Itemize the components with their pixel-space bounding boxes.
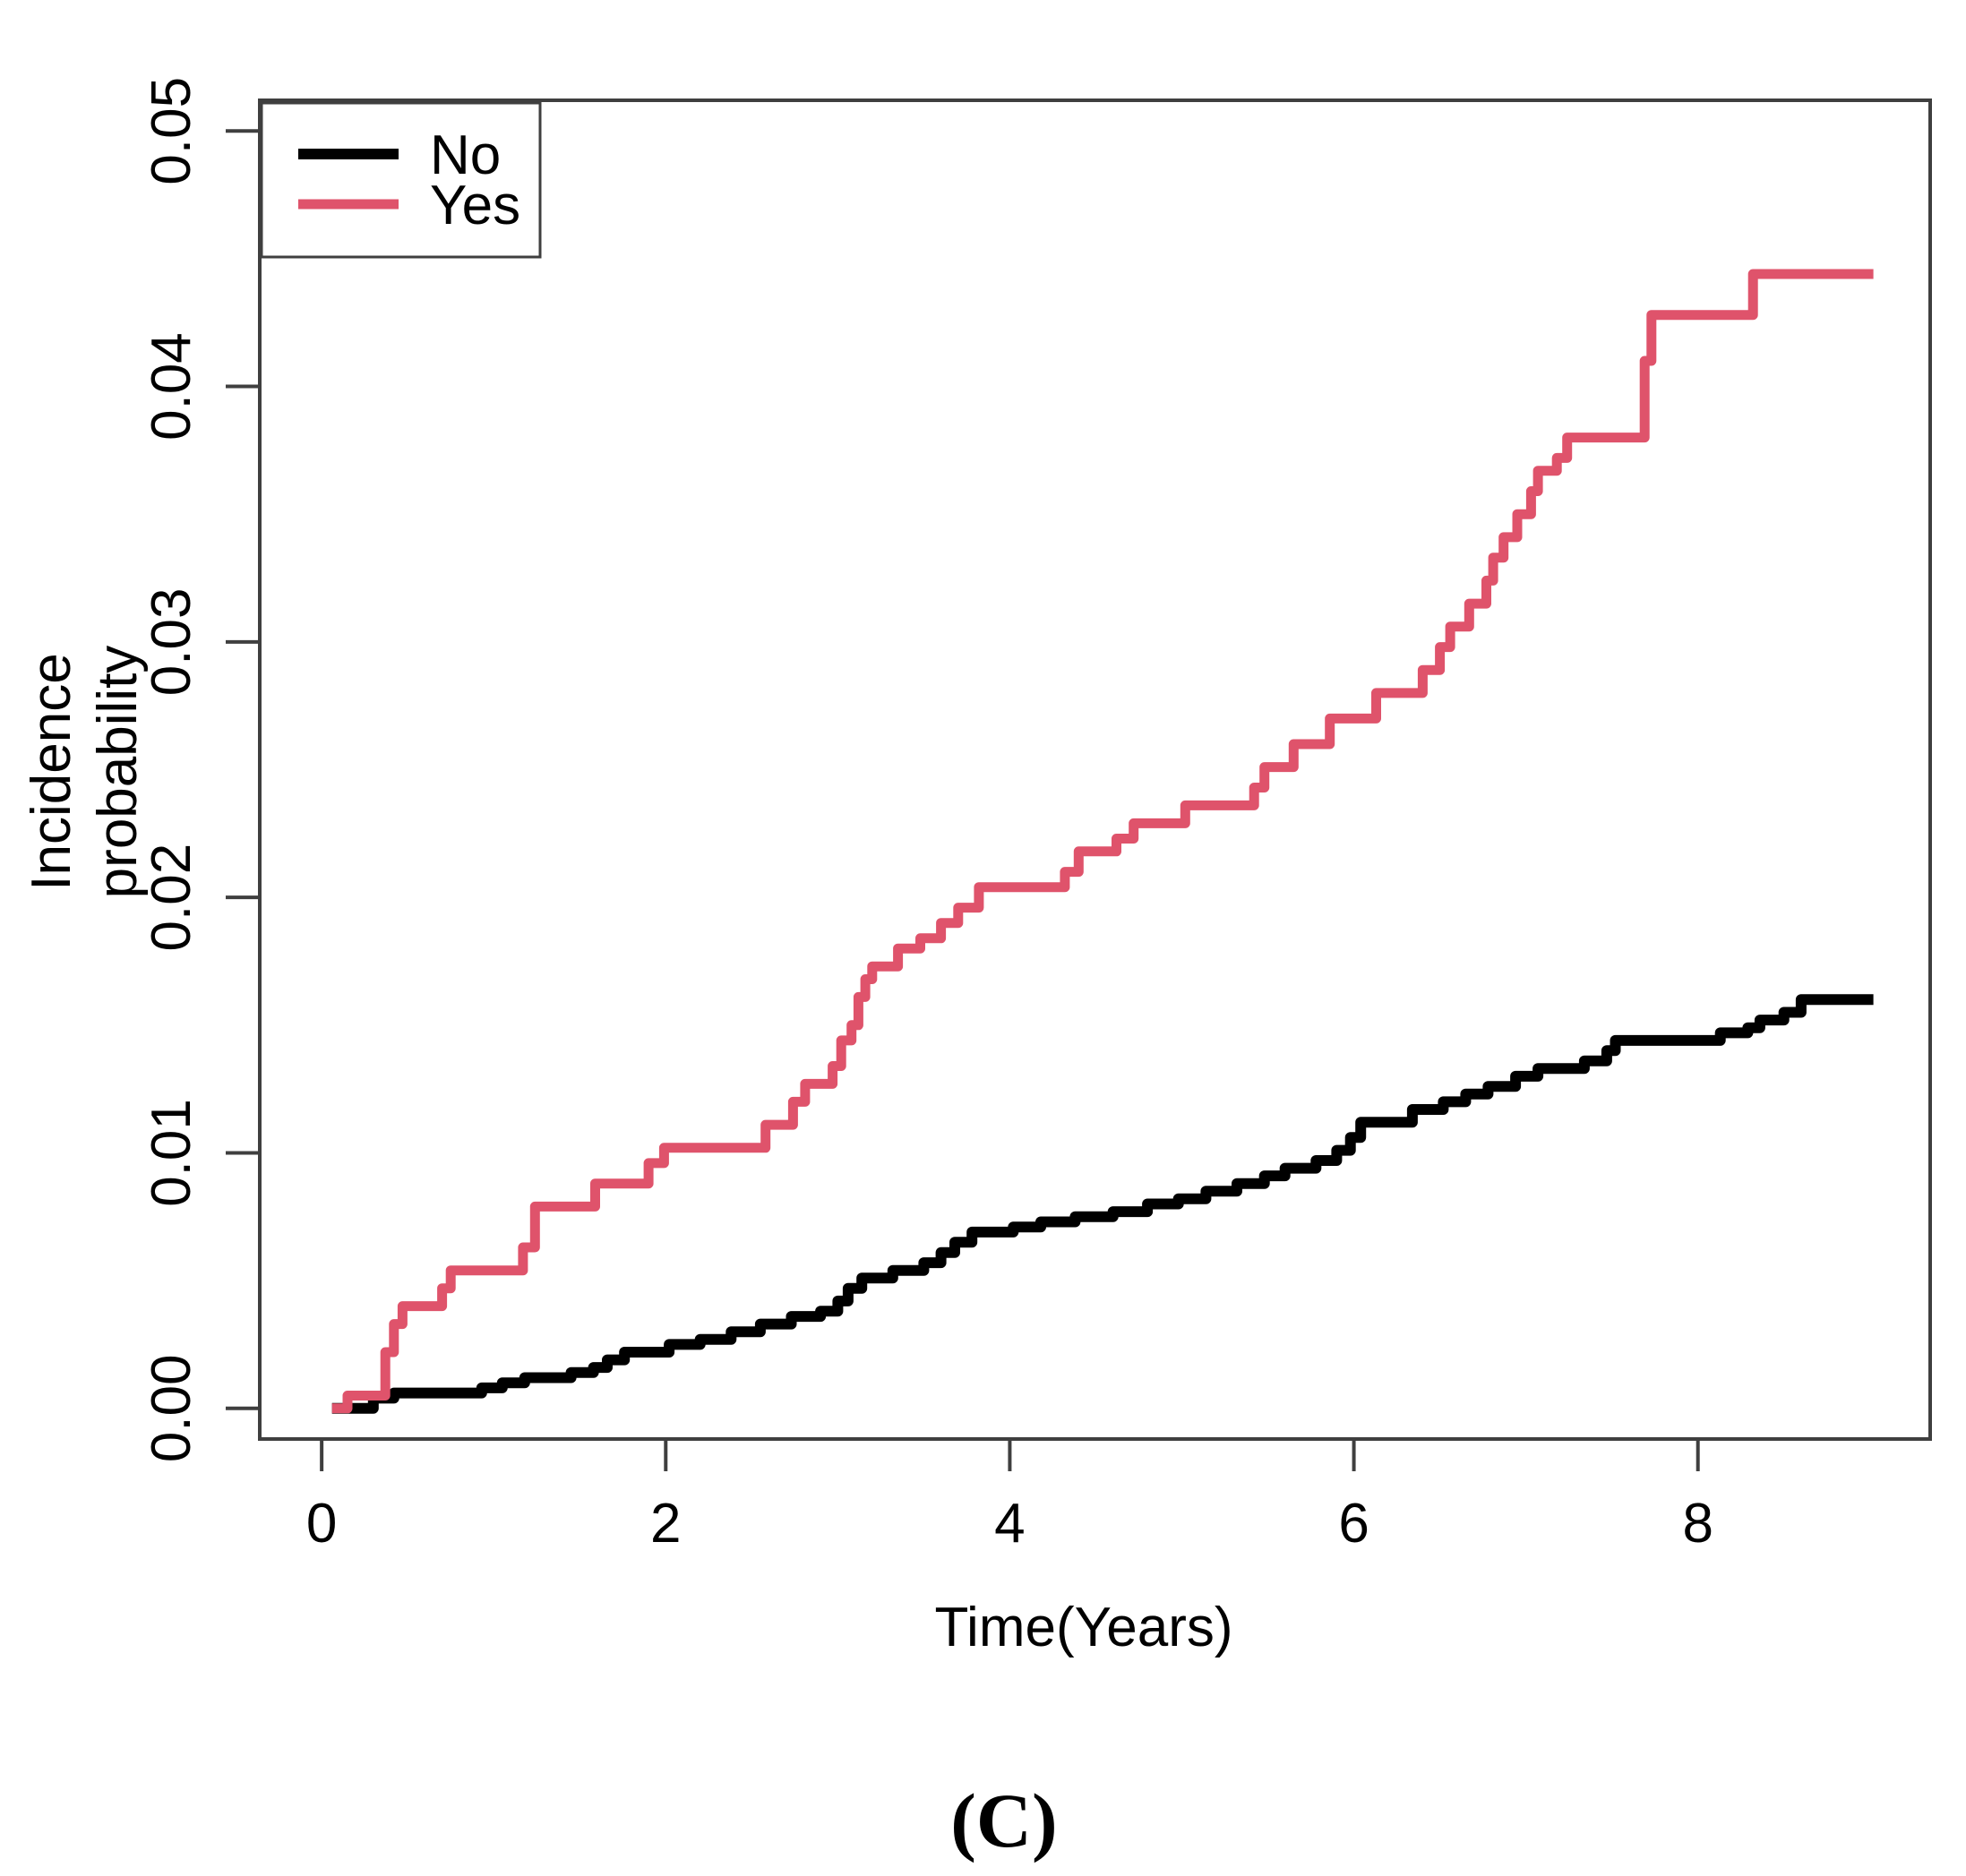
x-tick-label: 8 [1682, 1493, 1713, 1555]
x-tick-label: 4 [994, 1493, 1025, 1555]
y-tick-label: 0.05 [141, 77, 202, 185]
legend-box [260, 101, 542, 259]
x-axis-label: Time(Years) [934, 1597, 1232, 1658]
y-tick-label: 0.02 [141, 844, 202, 952]
x-tick-label: 2 [650, 1493, 681, 1555]
legend-label-no: No [430, 124, 501, 186]
series-line-no [331, 994, 1874, 1414]
y-tick-label: 0.01 [141, 1099, 202, 1207]
y-tick-label: 0.03 [141, 588, 202, 697]
series-group [331, 269, 1874, 1414]
legend: No Yes [260, 101, 542, 259]
y-axis-label-line2: probability [87, 646, 149, 899]
y-tick-label: 0.00 [141, 1354, 202, 1462]
y-axis-ticks: 0.00 0.01 0.02 0.03 0.04 0.05 [141, 77, 260, 1462]
x-tick-label: 6 [1338, 1493, 1369, 1555]
x-axis-ticks: 0 2 4 6 8 [306, 1439, 1713, 1555]
legend-label-yes: Yes [430, 175, 520, 236]
y-axis-label-line1: Incidence [21, 653, 82, 890]
figure-caption: (C) [950, 1777, 1057, 1863]
plot-border [258, 99, 1932, 1441]
series-line-yes [331, 269, 1874, 1414]
y-tick-label: 0.04 [141, 332, 202, 441]
x-tick-label: 0 [306, 1493, 337, 1555]
